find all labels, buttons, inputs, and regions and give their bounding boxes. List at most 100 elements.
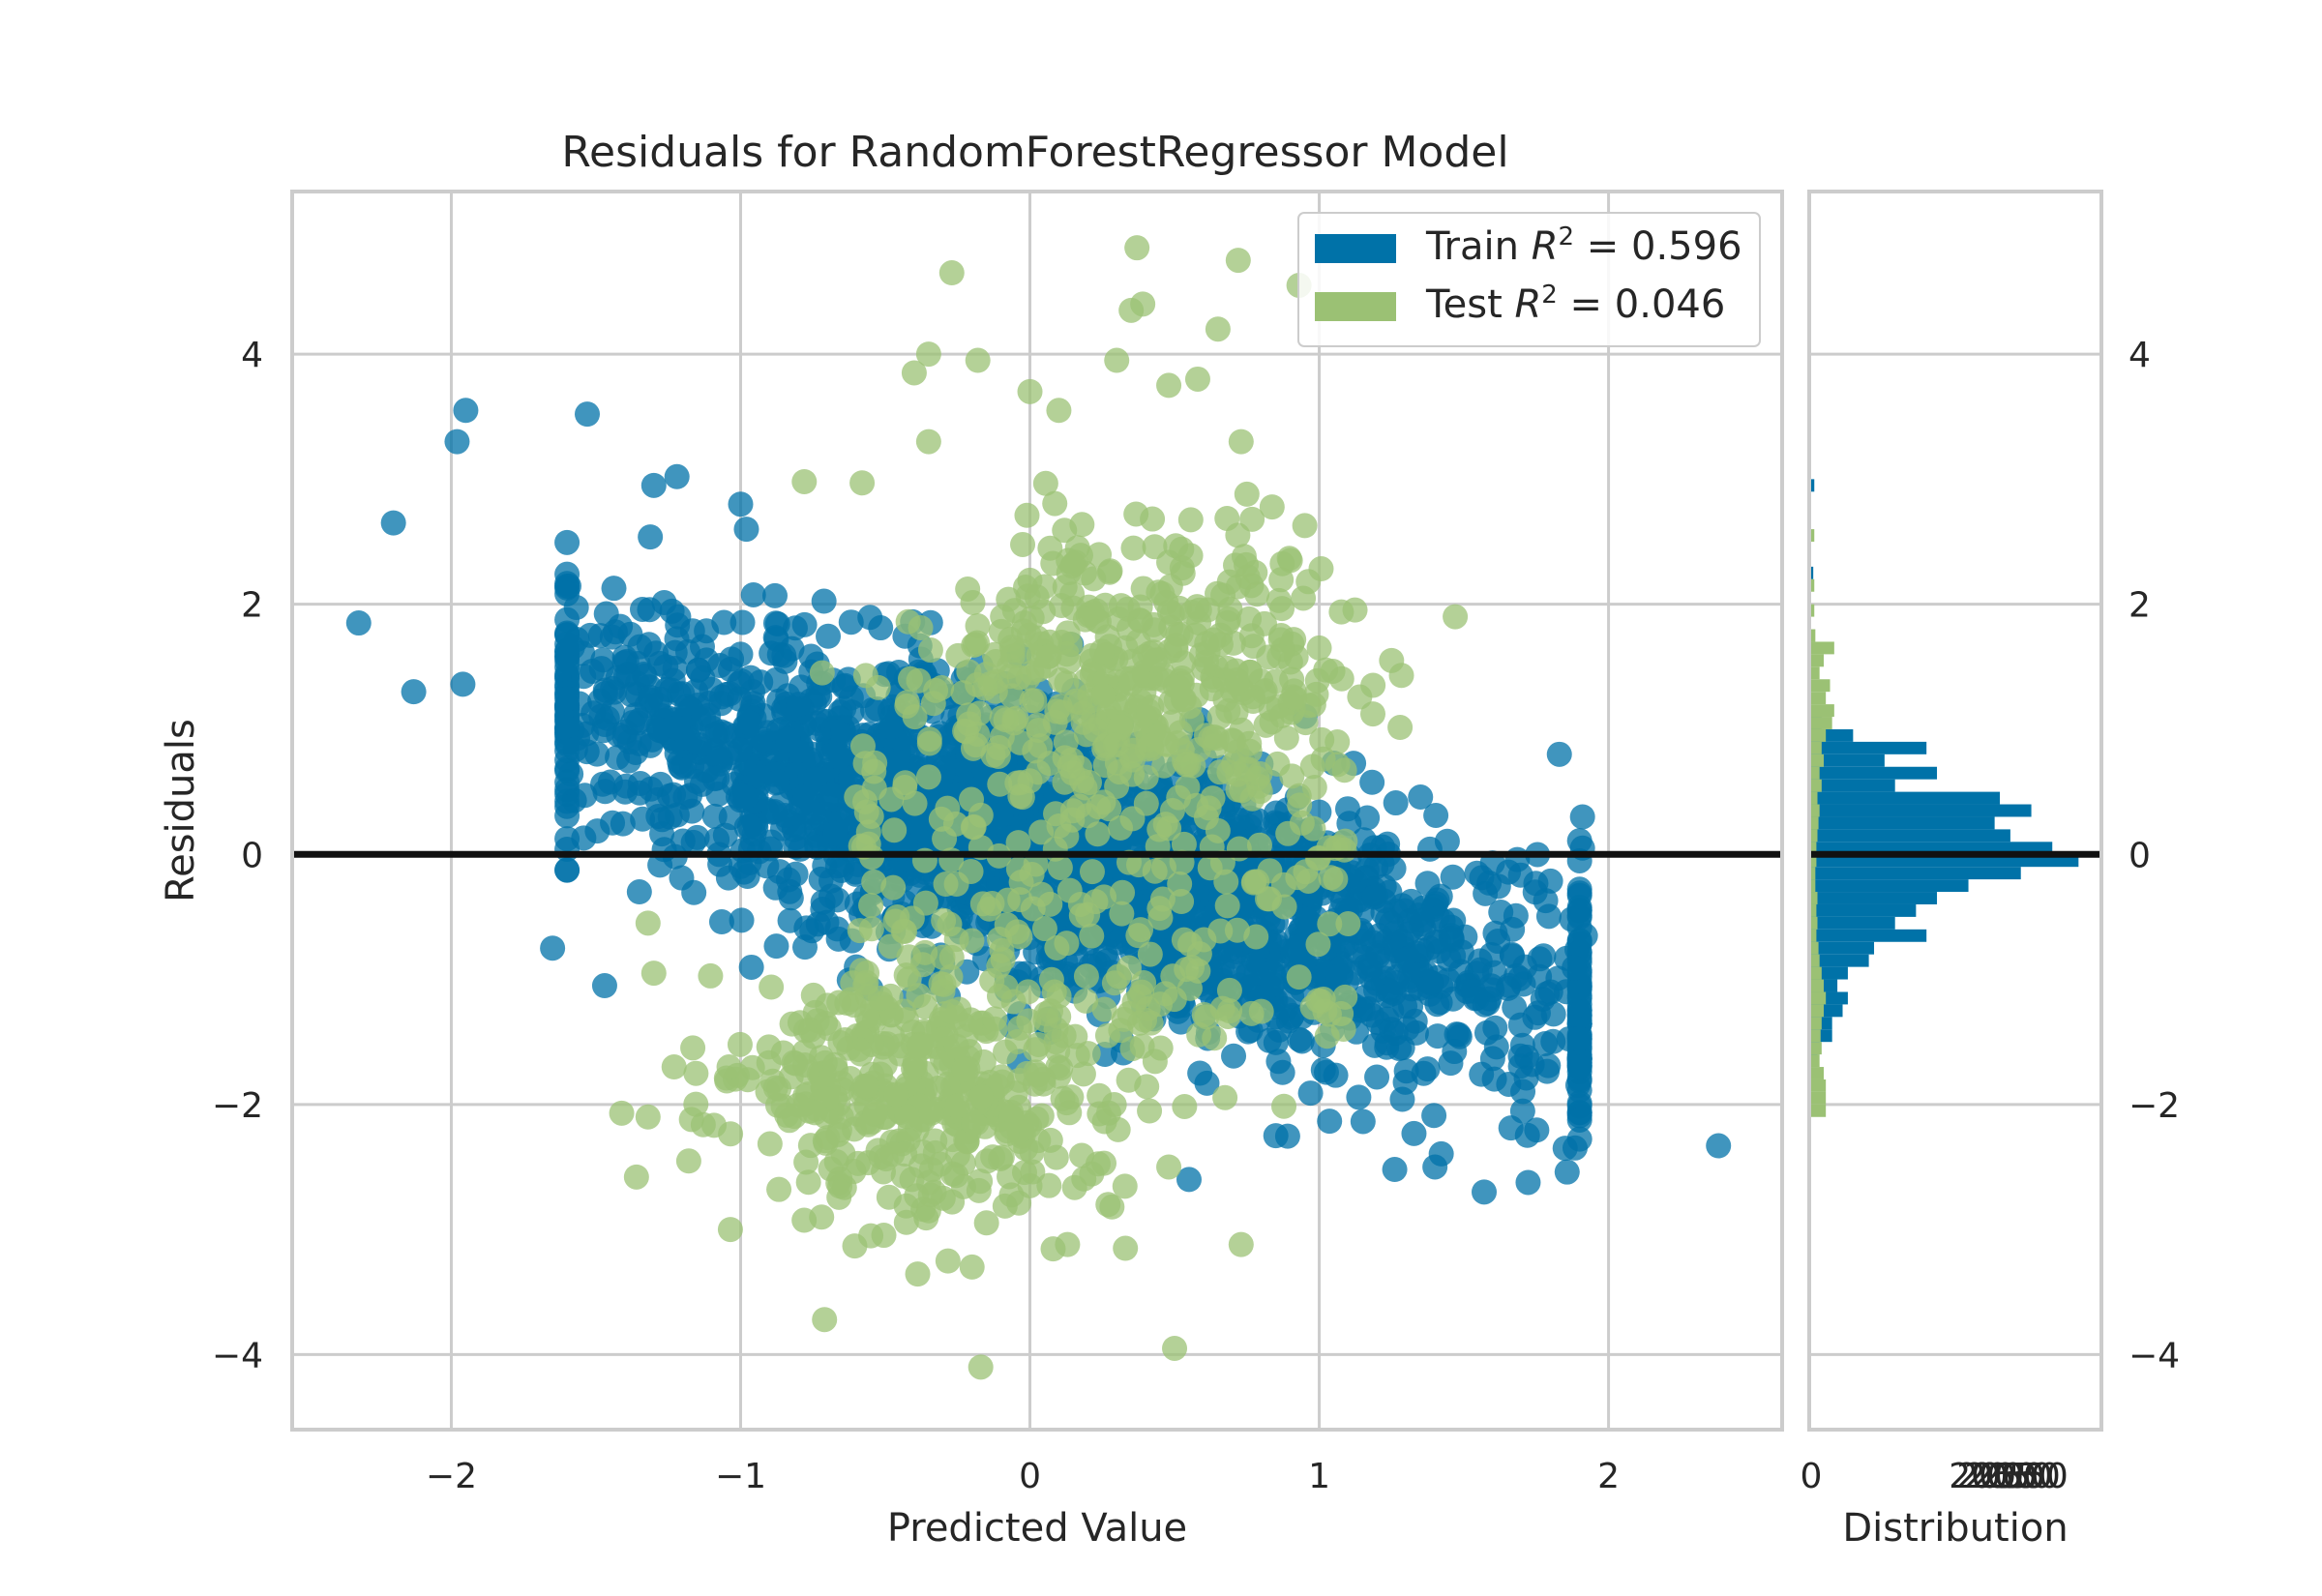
test-point [1323,866,1349,892]
test-distribution-bar [1811,966,1822,980]
test-point [1248,667,1274,694]
test-point [1162,1335,1188,1361]
test-point [1017,1172,1043,1198]
test-point [1102,732,1128,758]
test-point [849,470,876,496]
test-point [1088,638,1115,665]
test-point [902,1052,928,1079]
test-point [1197,855,1223,881]
test-point [995,887,1021,913]
y-tick-label: −2 [212,1086,263,1126]
train-point [1350,1108,1376,1135]
test-point [1282,685,1308,711]
train-point [740,581,766,607]
test-point [1163,637,1189,664]
train-point [864,695,890,722]
test-point [935,1248,961,1274]
train-point [829,744,855,770]
test-distribution-bar [1811,829,1818,842]
test-point [1177,507,1204,533]
train-point [1313,1059,1339,1085]
test-point [968,1083,995,1109]
test-point [1317,911,1343,937]
train-point [1442,1039,1468,1065]
distribution-plot-frame [1807,190,2103,1432]
train-point [731,859,758,885]
test-point [1214,893,1240,919]
test-point [1305,988,1331,1014]
test-point [862,1100,888,1126]
test-point [987,926,1013,952]
test-point [959,1254,985,1280]
test-point [865,674,891,700]
test-point [890,1163,916,1189]
train-point [1534,1058,1561,1084]
test-point [897,665,923,692]
test-point [1125,852,1151,878]
test-point [996,586,1022,612]
train-point [775,726,801,753]
train-point [736,813,762,840]
test-distribution-bar [1811,529,1815,543]
train-point [1402,1008,1428,1034]
test-point [1204,725,1230,752]
test-distribution-bar [1811,692,1827,705]
train-point [701,766,728,792]
test-point [1160,709,1186,735]
test-point [1045,1038,1071,1064]
test-point [1277,547,1303,574]
test-distribution-bar [1811,879,1816,893]
test-distribution-bar [1811,1104,1827,1117]
legend-train-r2: 0.596 [1631,224,1742,269]
test-point [609,1100,635,1126]
train-point [1498,1115,1524,1141]
distribution-x-tick-label: 2050 [1972,1457,2061,1496]
test-point [1052,575,1078,601]
train-point [647,852,673,878]
train-point [588,703,614,729]
chart-title: Residuals for RandomForestRegressor Mode… [561,128,1508,177]
test-point [1147,904,1174,931]
train-point [1321,964,1347,990]
distribution-y-tick-labels: −4 −2 0 2 4 [2128,336,2180,1375]
test-point [998,635,1025,661]
train-point [822,820,848,846]
test-point [965,613,991,639]
test-point [1113,1235,1139,1261]
test-point [1042,490,1068,517]
test-point [812,1307,838,1333]
test-point [1046,398,1072,424]
train-point [1441,907,1467,933]
train-distribution-bar [1811,903,1917,917]
train-point [645,803,671,829]
test-point [986,983,1012,1009]
test-point [1140,506,1166,532]
test-point [930,1185,956,1211]
test-point [901,360,927,386]
train-point [680,829,706,855]
test-point [959,928,985,954]
train-point [1354,805,1381,831]
test-point [844,783,870,810]
train-point [786,692,812,718]
train-distribution-bar [1811,791,2001,805]
test-point [994,1121,1020,1147]
test-point [935,795,961,821]
train-point [727,737,753,763]
test-point [882,908,908,934]
train-point [728,491,754,517]
test-point [1031,916,1057,942]
test-point [1239,506,1265,532]
test-point [1133,790,1159,816]
test-point [1085,821,1111,847]
train-point [708,909,734,935]
test-point [983,649,1009,675]
train-point [450,671,476,697]
x-tick-label: −1 [715,1457,766,1496]
test-point [675,1148,701,1174]
train-point [627,634,653,660]
distribution-x-tick-label: 0 [1801,1457,1823,1496]
test-point [1056,547,1082,574]
test-point [892,770,918,796]
